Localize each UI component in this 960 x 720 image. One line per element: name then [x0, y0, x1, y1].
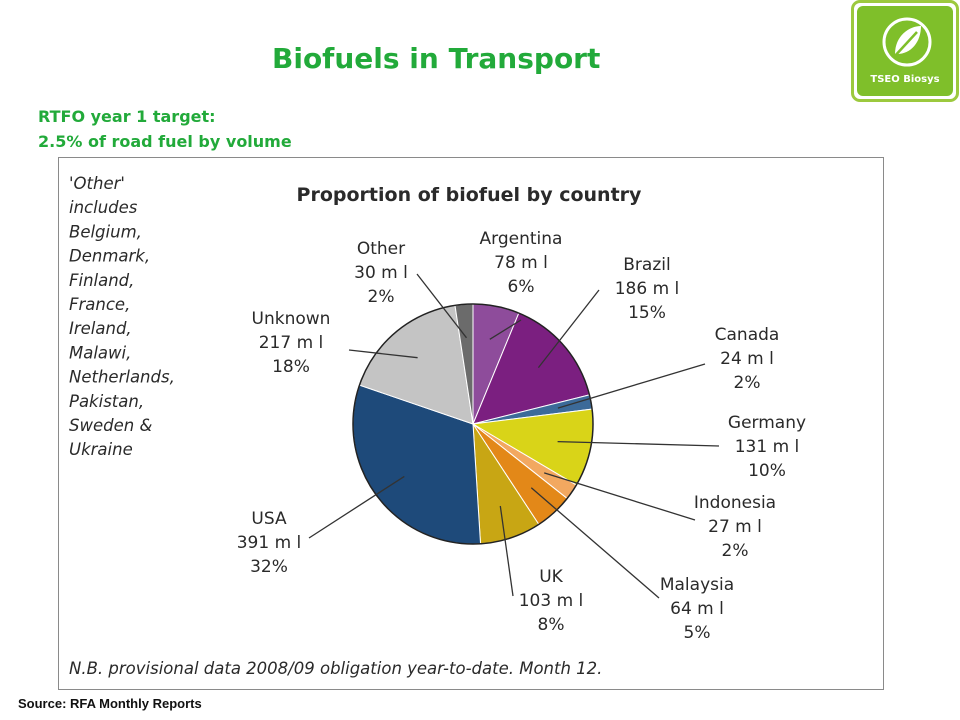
pie-chart-canvas: Proportion of biofuel by country 'Other'… — [69, 174, 806, 678]
slice-label-other: 30 m l — [354, 263, 408, 283]
slice-label-unknown: 18% — [272, 357, 310, 377]
leader-line — [308, 475, 405, 539]
slice-label-usa: 32% — [250, 557, 288, 577]
note-line: Ukraine — [69, 440, 133, 459]
slice-label-canada: 2% — [734, 373, 761, 393]
note-line: Ireland, — [69, 319, 132, 338]
note-line: Finland, — [69, 271, 134, 290]
slice-label-usa: USA — [251, 509, 287, 529]
chart-footnote: N.B. provisional data 2008/09 obligation… — [69, 659, 602, 678]
slice-label-other: 2% — [368, 287, 395, 307]
slice-label-indonesia: 2% — [722, 541, 749, 561]
slice-label-uk: UK — [539, 567, 563, 587]
slice-label-unknown: Unknown — [252, 309, 331, 329]
slice-label-argentina: Argentina — [480, 229, 563, 249]
leader-line — [537, 289, 600, 369]
target-note-line-1: RTFO year 1 target: — [38, 107, 216, 126]
slice-label-brazil: Brazil — [623, 255, 670, 275]
note-line: Pakistan, — [69, 392, 144, 411]
logo-text: TSEO Biosys — [870, 74, 940, 85]
pie-outline — [352, 303, 594, 545]
slice-label-germany: Germany — [728, 413, 806, 433]
leader-line — [557, 440, 720, 447]
pie-chart: Proportion of biofuel by country 'Other'… — [58, 157, 884, 690]
slice-label-brazil: 15% — [628, 303, 666, 323]
target-note-line-2: 2.5% of road fuel by volume — [38, 132, 292, 151]
chart-title: Proportion of biofuel by country — [297, 184, 642, 206]
note-line: France, — [69, 295, 130, 314]
slice-label-indonesia: Indonesia — [694, 493, 776, 513]
pie-slices — [352, 303, 594, 545]
slice-label-indonesia: 27 m l — [708, 517, 762, 537]
slice-label-other: Other — [357, 239, 405, 259]
leader-line — [557, 363, 706, 409]
leaf-icon — [882, 17, 932, 67]
slice-label-argentina: 78 m l — [494, 253, 548, 273]
leader-line — [416, 273, 468, 339]
slice-label-argentina: 6% — [508, 277, 535, 297]
note-line: includes — [69, 198, 138, 217]
slice-label-malaysia: 64 m l — [670, 599, 724, 619]
slice-label-brazil: 186 m l — [615, 279, 680, 299]
note-line: Belgium, — [69, 222, 142, 241]
note-line: Denmark, — [69, 247, 150, 266]
slice-label-malaysia: 5% — [684, 623, 711, 643]
note-line: Netherlands, — [69, 368, 175, 387]
slide-title: Biofuels in Transport — [272, 42, 601, 75]
leader-line — [499, 505, 514, 597]
slice-label-uk: 8% — [538, 615, 565, 635]
slice-label-unknown: 217 m l — [259, 333, 324, 353]
company-logo: TSEO Biosys — [851, 0, 959, 102]
slice-labels: Argentina 78 m l 6% Brazil 186 m l 15% Canada 2… — [237, 229, 806, 643]
logo-panel: TSEO Biosys — [857, 6, 953, 96]
note-line: Sweden & — [69, 416, 152, 435]
leader-line — [348, 349, 418, 359]
slice-label-canada: Canada — [715, 325, 780, 345]
slice-label-usa: 391 m l — [237, 533, 302, 553]
slice-label-uk: 103 m l — [519, 591, 584, 611]
leader-line — [489, 319, 522, 340]
slice-label-germany: 10% — [748, 461, 786, 481]
other-countries-note: 'Other' includes Belgium, Denmark, Finland, F… — [69, 174, 175, 459]
slice-label-malaysia: Malaysia — [660, 575, 734, 595]
target-note: RTFO year 1 target: 2.5% of road fuel by… — [38, 104, 292, 154]
leader-line — [544, 472, 696, 521]
note-line: 'Other' — [69, 174, 125, 193]
source-note: Source: RFA Monthly Reports — [18, 696, 202, 711]
note-line: Malawi, — [69, 343, 131, 362]
slice-label-germany: 131 m l — [735, 437, 800, 457]
leader-line — [530, 487, 660, 599]
leader-lines — [308, 273, 720, 599]
slice-label-canada: 24 m l — [720, 349, 774, 369]
